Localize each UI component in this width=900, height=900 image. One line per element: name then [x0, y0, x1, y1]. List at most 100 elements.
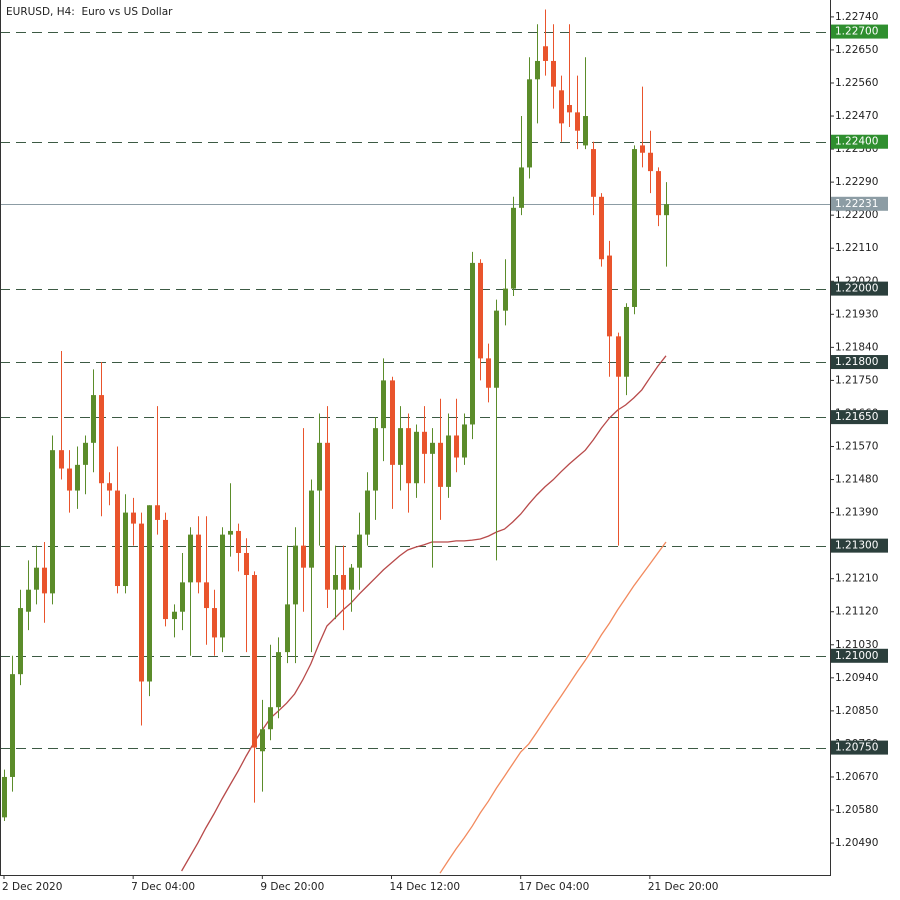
y-tick-label: 1.21480 [835, 474, 878, 486]
level-label: 1.21650 [835, 411, 878, 423]
candle-body [414, 431, 419, 484]
candle-body [26, 589, 31, 612]
candle-body [486, 358, 491, 388]
candle-body [107, 483, 112, 491]
candle-body [236, 530, 241, 553]
level-label-box [831, 134, 888, 149]
current-price-box [831, 196, 888, 211]
level-label: 1.21300 [835, 540, 878, 552]
y-tick-label: 1.20670 [835, 771, 878, 783]
y-tick-label: 1.21030 [835, 639, 878, 651]
candle-body [18, 608, 23, 675]
candle-body [228, 530, 233, 535]
candle-body [591, 149, 596, 197]
candle-body [83, 442, 88, 465]
x-tick-label: 9 Dec 20:00 [260, 881, 324, 893]
candle-body [535, 60, 540, 80]
candle-body [398, 428, 403, 465]
candle-body [196, 534, 201, 583]
y-tick-label: 1.20580 [835, 804, 878, 816]
y-tick-label: 1.20490 [835, 837, 878, 849]
y-tick-label: 1.22200 [835, 209, 878, 221]
candle-body [567, 105, 572, 113]
level-label: 1.22700 [835, 26, 878, 38]
candle-body [583, 116, 588, 146]
candle-body [373, 428, 378, 491]
candle-body [551, 60, 556, 87]
candle-body [260, 729, 265, 752]
level-label-box [831, 538, 888, 553]
candle-body [59, 450, 64, 469]
candle-body [42, 567, 47, 594]
y-tick-label: 1.20850 [835, 705, 878, 717]
candle-body [139, 523, 144, 682]
candle-body [180, 582, 185, 612]
level-label: 1.21000 [835, 650, 878, 662]
candle-body [252, 575, 257, 748]
y-tick-label: 1.20940 [835, 672, 878, 684]
candle-body [325, 442, 330, 590]
candle-body [470, 262, 475, 425]
candle-body [131, 512, 136, 524]
y-tick-label: 1.21570 [835, 440, 878, 452]
candle-body [212, 608, 217, 638]
candle-body [454, 435, 459, 458]
candle-body [527, 79, 532, 168]
candle-body [67, 468, 72, 491]
candle-body [341, 575, 346, 590]
candle-body [575, 112, 580, 131]
candle-body [390, 380, 395, 465]
candle-body [664, 204, 669, 216]
candle-body [406, 428, 411, 484]
y-tick-label: 1.21120 [835, 606, 878, 618]
level-label-box [831, 24, 888, 39]
candle-body [34, 567, 39, 590]
level-label: 1.21800 [835, 356, 878, 368]
level-label-box [831, 740, 888, 755]
candle-body [599, 196, 604, 260]
y-tick-label: 1.21840 [835, 341, 878, 353]
candle-body [155, 505, 160, 520]
x-tick-label: 7 Dec 04:00 [131, 881, 195, 893]
candle-body [616, 336, 621, 377]
y-tick-label: 1.21750 [835, 374, 878, 386]
current-price-label: 1.22231 [835, 198, 878, 210]
level-label-box [831, 355, 888, 370]
candle-body [301, 545, 306, 568]
candle-body [268, 707, 273, 730]
candle-body [478, 262, 483, 359]
candle-body [430, 442, 435, 454]
candle-body [494, 310, 499, 388]
candle-body [188, 534, 193, 583]
candle-body [357, 534, 362, 568]
candle-body [163, 519, 168, 620]
candle-body [381, 380, 386, 429]
candle-body [293, 545, 298, 605]
y-tick-label: 1.22470 [835, 110, 878, 122]
candle-body [99, 395, 104, 484]
candle-body [309, 490, 314, 568]
level-label: 1.20750 [835, 742, 878, 754]
candle-body [438, 442, 443, 487]
candle-body [519, 167, 524, 208]
candle-body [648, 152, 653, 172]
level-label-box [831, 281, 888, 296]
candle-body [91, 395, 96, 443]
y-tick-label: 1.22110 [835, 242, 878, 254]
candle-body [422, 431, 427, 454]
candle-body [559, 90, 564, 124]
candle-body [123, 512, 128, 587]
plot-area [0, 9, 830, 874]
candle-body [446, 435, 451, 487]
y-tick-label: 1.21930 [835, 308, 878, 320]
candle-body [147, 505, 152, 682]
candle-body [276, 652, 281, 708]
candle-body [365, 490, 370, 535]
y-tick-label: 1.21210 [835, 573, 878, 585]
candle-body [244, 552, 249, 576]
candle-body [349, 567, 354, 590]
candle-body [172, 611, 177, 620]
level-label: 1.22000 [835, 283, 878, 295]
x-tick-label: 14 Dec 12:00 [390, 881, 461, 893]
